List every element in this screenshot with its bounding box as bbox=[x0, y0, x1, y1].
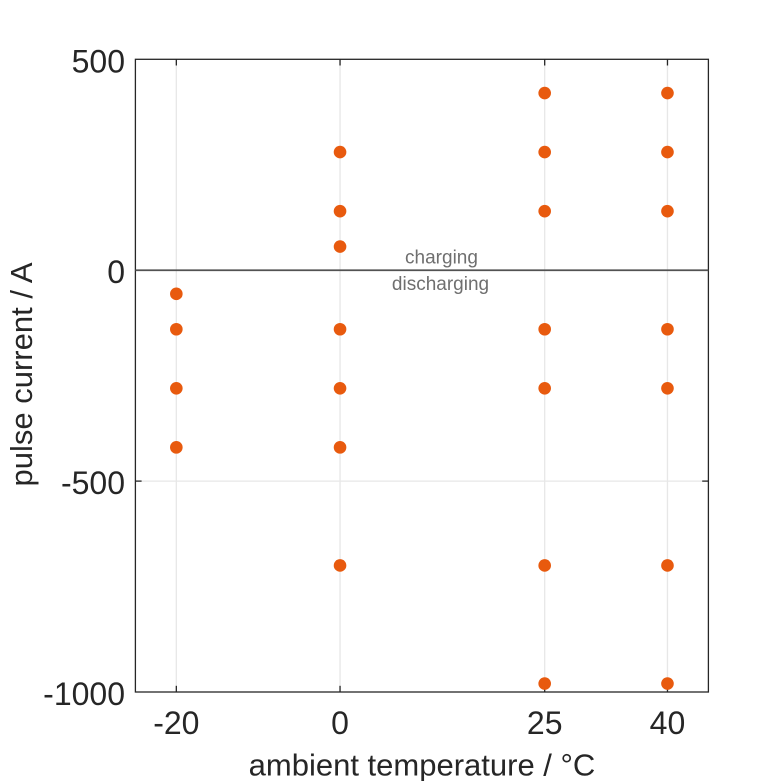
svg-text:0: 0 bbox=[107, 254, 125, 290]
svg-text:charging: charging bbox=[405, 248, 478, 269]
svg-text:-20: -20 bbox=[153, 705, 199, 741]
svg-text:-1000: -1000 bbox=[43, 676, 125, 712]
svg-text:500: 500 bbox=[72, 43, 125, 79]
svg-text:discharging: discharging bbox=[392, 274, 489, 295]
svg-text:-500: -500 bbox=[61, 465, 125, 501]
svg-text:ambient temperature / °C: ambient temperature / °C bbox=[249, 747, 596, 781]
svg-text:25: 25 bbox=[527, 705, 563, 741]
svg-text:40: 40 bbox=[650, 705, 686, 741]
svg-text:0: 0 bbox=[331, 705, 349, 741]
svg-text:pulse current / A: pulse current / A bbox=[4, 262, 39, 486]
